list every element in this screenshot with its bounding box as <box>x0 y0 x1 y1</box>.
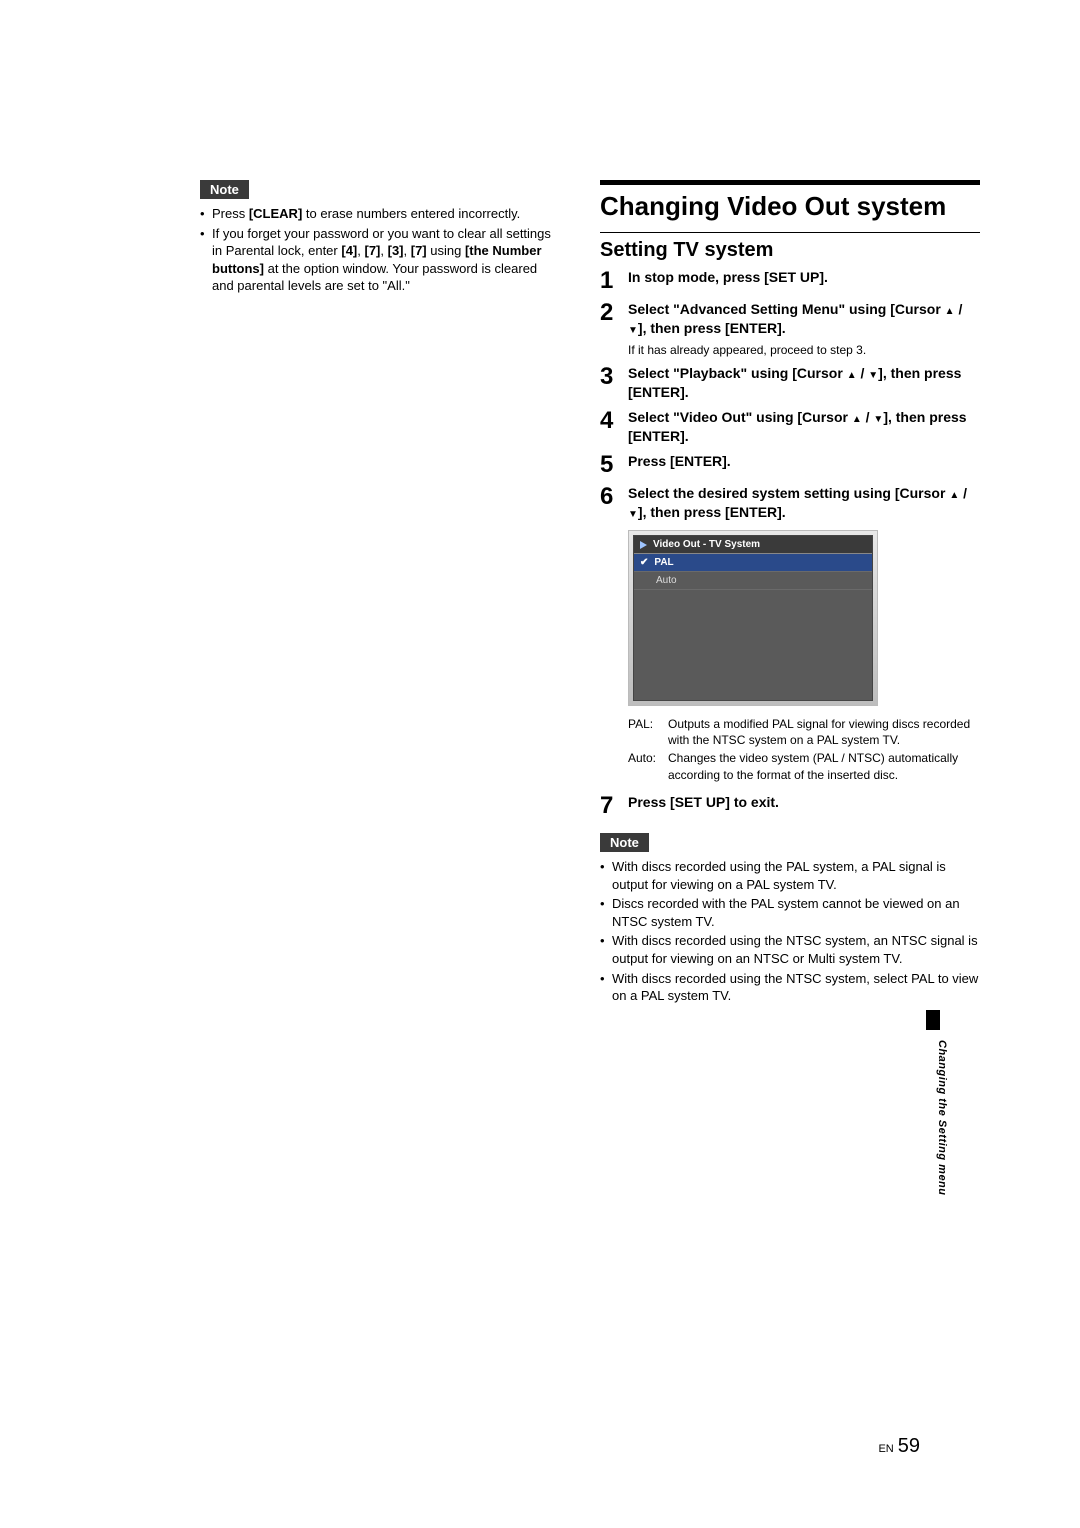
step-number: 3 <box>600 364 628 390</box>
cursor-down-icon <box>873 409 883 425</box>
note-list: With discs recorded using the PAL system… <box>600 858 980 1004</box>
cursor-up-icon <box>847 365 857 381</box>
step-text: In stop mode, press [SET UP]. <box>628 268 828 287</box>
step-text: Select "Video Out" using [Cursor / ], th… <box>628 408 980 446</box>
menu-title: Video Out - TV System <box>634 536 872 554</box>
step-number: 5 <box>600 452 628 478</box>
rule <box>600 180 980 185</box>
step-text: Press [ENTER]. <box>628 452 731 471</box>
note-item: With discs recorded using the PAL system… <box>600 858 980 893</box>
cursor-up-icon <box>949 485 959 501</box>
def-term: Auto: <box>628 750 668 782</box>
cursor-up-icon <box>945 301 955 317</box>
cursor-up-icon <box>852 409 862 425</box>
rule <box>600 232 980 233</box>
cursor-down-icon <box>868 365 878 381</box>
step-text: Select "Advanced Setting Menu" using [Cu… <box>628 300 980 358</box>
menu-option-pal[interactable]: ✔ PAL <box>634 554 872 572</box>
note-badge: Note <box>200 180 249 199</box>
note-badge: Note <box>600 833 649 852</box>
note-item: If you forget your password or you want … <box>200 225 560 295</box>
menu-play-icon <box>640 541 647 549</box>
cursor-down-icon <box>628 504 638 520</box>
note-list: Press [CLEAR] to erase numbers entered i… <box>200 205 560 295</box>
note-item: With discs recorded using the NTSC syste… <box>600 932 980 967</box>
check-icon: ✔ <box>640 557 648 568</box>
def-body: Outputs a modified PAL signal for viewin… <box>668 716 980 748</box>
sub-heading: Setting TV system <box>600 239 980 262</box>
step-number: 6 <box>600 484 628 510</box>
def-body: Changes the video system (PAL / NTSC) au… <box>668 750 980 782</box>
step-text: Select "Playback" using [Cursor / ], the… <box>628 364 980 402</box>
section-tab <box>926 1010 940 1030</box>
note-item: Press [CLEAR] to erase numbers entered i… <box>200 205 560 223</box>
cursor-down-icon <box>628 320 638 336</box>
step-text: Press [SET UP] to exit. <box>628 793 779 812</box>
step-number: 1 <box>600 268 628 294</box>
section-label: Changing the Setting menu <box>936 1040 948 1196</box>
tv-system-menu: Video Out - TV System ✔ PAL Auto <box>628 530 878 706</box>
page-number: EN59 <box>878 1435 920 1458</box>
def-term: PAL: <box>628 716 668 748</box>
step-number: 7 <box>600 793 628 819</box>
menu-option-auto[interactable]: Auto <box>634 572 872 590</box>
note-item: With discs recorded using the NTSC syste… <box>600 970 980 1005</box>
note-item: Discs recorded with the PAL system canno… <box>600 895 980 930</box>
step-number: 4 <box>600 408 628 434</box>
definition-list: PAL: Outputs a modified PAL signal for v… <box>628 716 980 783</box>
main-heading: Changing Video Out system <box>600 191 980 222</box>
step-subnote: If it has already appeared, proceed to s… <box>628 342 980 358</box>
step-text: Select the desired system setting using … <box>628 484 980 522</box>
step-number: 2 <box>600 300 628 326</box>
